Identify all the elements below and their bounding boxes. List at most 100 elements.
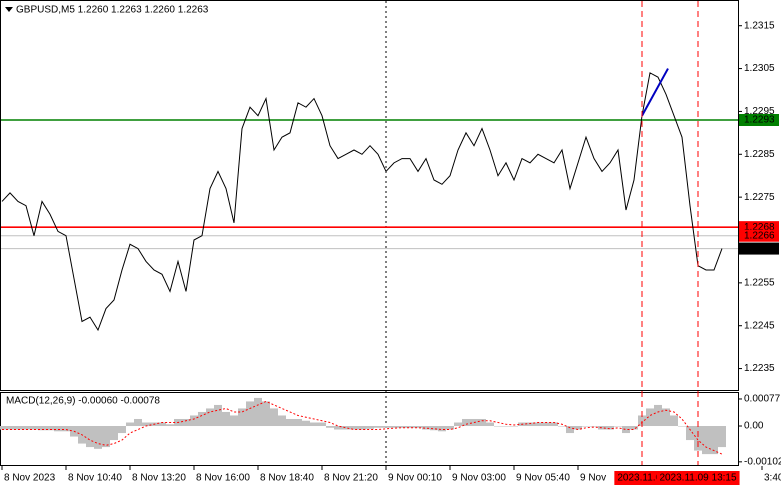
- macd-bar: [366, 426, 374, 429]
- level-label: 1.2263: [744, 243, 775, 254]
- macd-bar: [270, 408, 278, 427]
- trend-line: [641, 68, 669, 117]
- macd-bar: [206, 408, 214, 427]
- macd-bar: [30, 426, 38, 430]
- macd-bar: [62, 426, 70, 432]
- macd-bar: [0, 426, 6, 430]
- macd-bar: [142, 422, 150, 427]
- x-tick-label: 8 Nov 21:20: [324, 473, 378, 484]
- macd-bar: [382, 426, 390, 428]
- macd-bar: [22, 426, 30, 430]
- macd-bar: [222, 411, 230, 427]
- signal-line: [2, 400, 723, 455]
- macd-bar: [230, 415, 238, 427]
- y-tick-label: 1.2295: [744, 106, 775, 117]
- macd-bar: [702, 426, 710, 455]
- macd-bar: [542, 422, 550, 427]
- macd-bar: [190, 415, 198, 427]
- macd-y-tick-label: 0.00077: [744, 394, 781, 405]
- macd-bar: [374, 426, 382, 428]
- macd-bar: [654, 404, 662, 427]
- macd-bar: [134, 418, 142, 427]
- menu-icon[interactable]: [5, 7, 13, 12]
- x-tick-label: 8 Nov 18:40: [260, 473, 314, 484]
- macd-bar: [38, 426, 46, 431]
- y-tick-label: 1.2275: [744, 192, 775, 203]
- x-tick-label: 8 Nov 13:20: [132, 473, 186, 484]
- macd-bar: [718, 426, 726, 448]
- chart-title: GBPUSD,M5 1.2260 1.2263 1.2260 1.2263: [16, 5, 209, 16]
- macd-bar: [494, 426, 502, 427]
- x-tick-label: 8 Nov 2023: [4, 473, 56, 484]
- macd-bar: [526, 422, 534, 427]
- y-tick-label: 1.2285: [744, 149, 775, 160]
- macd-bar: [334, 426, 342, 430]
- macd-bar: [582, 426, 590, 427]
- macd-bar: [510, 426, 518, 427]
- level-box: [739, 229, 779, 242]
- macd-bar: [6, 426, 14, 430]
- macd-bar: [710, 426, 718, 455]
- macd-y-tick-label: -0.00102: [744, 456, 781, 467]
- macd-bar: [558, 426, 566, 427]
- macd-bar: [310, 422, 318, 427]
- macd-bar: [502, 426, 510, 427]
- macd-bar: [302, 420, 310, 427]
- macd-bar: [326, 426, 334, 428]
- macd-bar: [238, 408, 246, 427]
- macd-bar: [590, 426, 598, 427]
- macd-bar: [278, 415, 286, 427]
- macd-bar: [158, 422, 166, 427]
- y-tick-label: 1.2245: [744, 320, 775, 331]
- macd-bar: [686, 426, 694, 441]
- macd-bar: [670, 415, 678, 427]
- macd-bar: [166, 424, 174, 427]
- macd-bar: [678, 426, 686, 427]
- macd-bar: [430, 426, 438, 431]
- macd-bar: [342, 426, 350, 430]
- macd-bar: [614, 426, 622, 427]
- macd-bar: [214, 404, 222, 427]
- macd-bar: [478, 418, 486, 427]
- x-tick-label: 8 Nov 10:40: [68, 473, 122, 484]
- macd-bar: [534, 422, 542, 427]
- macd-bar: [446, 426, 454, 430]
- macd-bar: [46, 426, 54, 431]
- x-tick-label: 9 Nov 05:40: [516, 473, 570, 484]
- macd-bar: [566, 426, 574, 434]
- x-tick-label: 9 Nov: [580, 473, 606, 484]
- macd-bar: [118, 426, 126, 434]
- level-label: 1.2266: [744, 230, 775, 241]
- x-tick-label: 3:40: [764, 473, 781, 484]
- macd-bar: [454, 422, 462, 427]
- macd-bar: [350, 426, 358, 430]
- macd-bar: [622, 426, 630, 434]
- macd-bar: [694, 426, 702, 451]
- macd-y-tick-label: 0.00: [744, 421, 764, 432]
- macd-bar: [462, 418, 470, 427]
- macd-bar: [406, 426, 414, 428]
- macd-bar: [262, 401, 270, 427]
- macd-bar: [254, 397, 262, 427]
- macd-bar: [438, 426, 446, 432]
- y-tick-label: 1.2255: [744, 277, 775, 288]
- macd-bar: [294, 418, 302, 427]
- macd-bar: [606, 426, 614, 430]
- x-tick-label: 9 Nov 00:10: [388, 473, 442, 484]
- marker-label: 2023.11.09 13:15: [659, 473, 737, 484]
- y-tick-label: 1.2305: [744, 63, 775, 74]
- macd-bar: [574, 426, 582, 430]
- macd-bar: [662, 408, 670, 427]
- x-tick-label: 8 Nov 16:00: [196, 473, 250, 484]
- macd-bar: [638, 415, 646, 427]
- y-tick-label: 1.2315: [744, 20, 775, 31]
- macd-bar: [630, 426, 638, 430]
- price-line: [1, 72, 723, 332]
- macd-bar: [94, 426, 102, 449]
- price-frame: [0, 0, 739, 391]
- macd-bar: [646, 408, 654, 427]
- macd-title: MACD(12,26,9) -0.00060 -0.00078: [6, 396, 160, 407]
